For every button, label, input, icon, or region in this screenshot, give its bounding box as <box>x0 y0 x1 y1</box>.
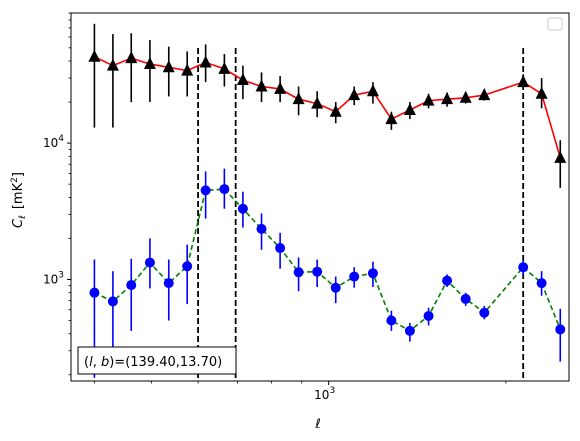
series-2-point <box>182 261 193 272</box>
series-2-point <box>386 315 397 326</box>
series-2-point <box>89 287 100 298</box>
series-2-point <box>460 293 471 304</box>
series-1-point <box>441 92 454 105</box>
series-1-point <box>88 49 101 62</box>
legend-box <box>547 17 563 31</box>
series-1-point <box>478 88 491 101</box>
series-markers <box>88 49 567 336</box>
annotation-box: (l, b)=(139.40,13.70) <box>77 346 237 375</box>
series-1-point <box>292 92 305 105</box>
series-1-point <box>517 75 530 88</box>
series-1-point <box>385 112 398 125</box>
series-1-point <box>311 96 324 109</box>
plot-background <box>71 13 569 381</box>
series-2-point <box>423 310 434 321</box>
series-1-point <box>199 55 212 68</box>
series-2-point <box>518 262 529 273</box>
series-2-point <box>479 307 490 318</box>
series-2-point <box>367 268 378 279</box>
series-1-point <box>535 86 548 99</box>
y-axis-label: Cℓ[mK2] <box>10 172 28 228</box>
series-2-point <box>219 184 230 195</box>
series-1-point <box>422 93 435 106</box>
series-1-point <box>274 81 287 94</box>
series-1-point <box>143 57 156 70</box>
series-2-point <box>237 203 248 214</box>
series-1-point <box>403 102 416 115</box>
series-1-point <box>255 79 268 92</box>
x-tick-label: 103 <box>314 386 335 402</box>
series-2-point <box>330 282 341 293</box>
series-2-point <box>200 185 211 196</box>
series-1-point <box>218 61 231 74</box>
series-2-point <box>256 223 267 234</box>
vertical-reference-lines <box>197 48 525 381</box>
series-1-point <box>181 63 194 76</box>
series-2-point <box>536 278 547 289</box>
plot-frame <box>70 12 570 382</box>
series-1-point <box>125 51 138 64</box>
series-2-point <box>555 324 566 335</box>
series-1-point <box>106 58 119 71</box>
series-2-point <box>126 280 137 291</box>
series-1-point <box>329 104 342 117</box>
series-1-point <box>236 73 249 86</box>
series-1-point <box>162 60 175 73</box>
series-1-point <box>366 84 379 97</box>
y-tick-label: 103 <box>43 270 64 286</box>
series-2-point <box>442 275 453 286</box>
x-axis-label: ℓ <box>314 417 320 432</box>
series-2-point <box>163 278 174 289</box>
series-2-point <box>312 266 323 277</box>
annotation-text: (l, b)=(139.40,13.70) <box>84 355 222 370</box>
series-2-point <box>107 296 118 307</box>
series-2-point <box>144 257 155 268</box>
series-2-point <box>349 271 360 282</box>
series-1-point <box>554 150 567 163</box>
series-1-point <box>459 90 472 103</box>
series-2-point <box>275 243 286 254</box>
series-1-point <box>348 88 361 101</box>
axis-ticks: 103 103 104 <box>43 12 507 402</box>
series-2-point <box>293 267 304 278</box>
y-tick-label: 104 <box>43 134 64 150</box>
series-2-point <box>404 325 415 336</box>
